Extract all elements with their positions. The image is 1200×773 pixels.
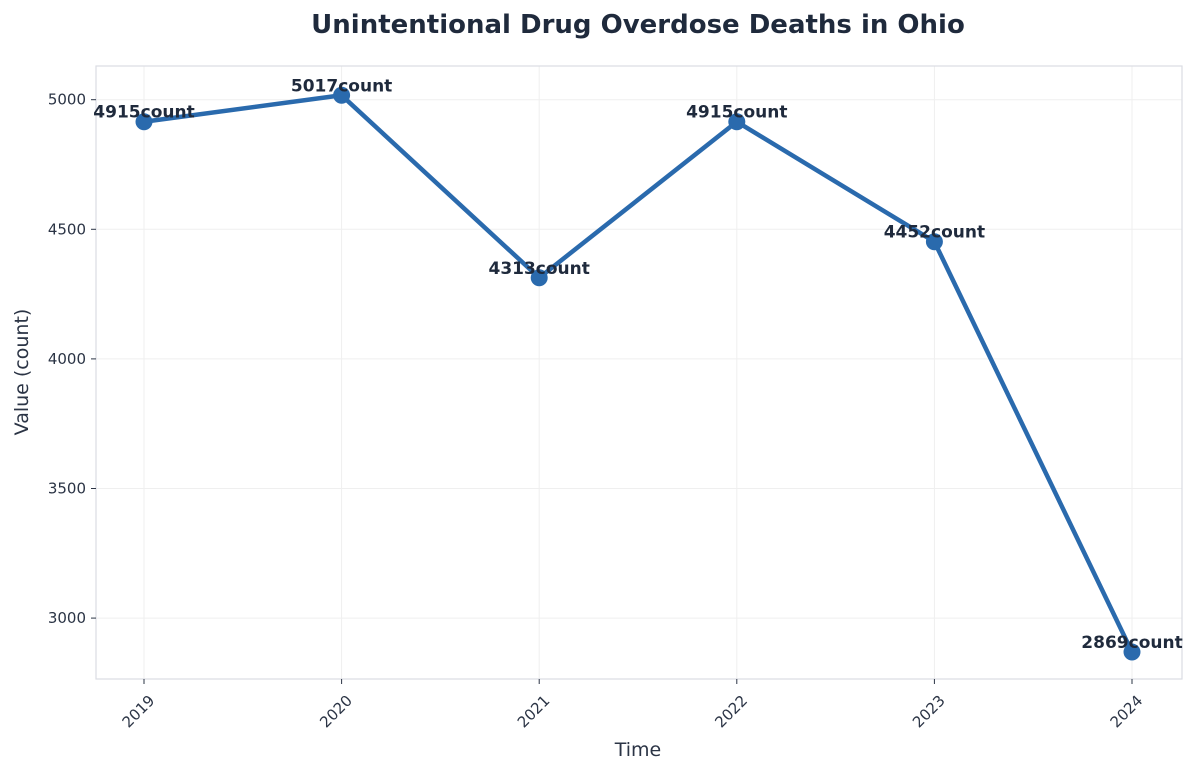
data-point	[925, 233, 943, 251]
y-tick-label: 4000	[48, 350, 86, 368]
x-tick-label: 2024	[1107, 692, 1147, 732]
data-point	[530, 269, 548, 287]
x-tick-label: 2020	[316, 692, 356, 732]
data-point	[135, 113, 153, 131]
x-tick-label: 2022	[711, 692, 751, 732]
data-point	[728, 113, 746, 131]
y-axis: 3000 3500 4000 4500 5000	[48, 91, 96, 627]
data-label: 2869count	[1081, 633, 1182, 653]
data-label: 4915count	[686, 103, 787, 123]
x-tick-label: 2019	[119, 692, 159, 732]
grid	[96, 66, 1182, 679]
x-axis: 2019 2020 2021 2022 2023 2024	[119, 679, 1147, 732]
series-unintentional-overdose-deaths	[135, 86, 1141, 661]
y-tick-label: 5000	[48, 91, 86, 109]
series-line	[141, 93, 1135, 655]
x-tick-label: 2023	[909, 692, 949, 732]
data-point	[333, 86, 351, 104]
data-label: 4452count	[884, 223, 985, 243]
data-point	[1123, 643, 1141, 661]
x-tick-label: 2021	[514, 692, 554, 732]
y-tick-label: 3500	[48, 479, 86, 497]
data-labels: 4915count 5017count 4313count 4915count 4452…	[93, 76, 1182, 653]
data-label: 5017count	[291, 76, 392, 96]
data-label: 4313count	[488, 259, 589, 279]
data-label: 4915count	[93, 103, 194, 123]
chart-title: Unintentional Drug Overdose Deaths in Oh…	[311, 10, 965, 40]
y-axis-label: Value (count)	[11, 309, 33, 436]
y-tick-label: 4500	[48, 220, 86, 238]
x-axis-label: Time	[614, 739, 662, 761]
y-tick-label: 3000	[48, 609, 86, 627]
plot-frame	[95, 65, 1183, 680]
